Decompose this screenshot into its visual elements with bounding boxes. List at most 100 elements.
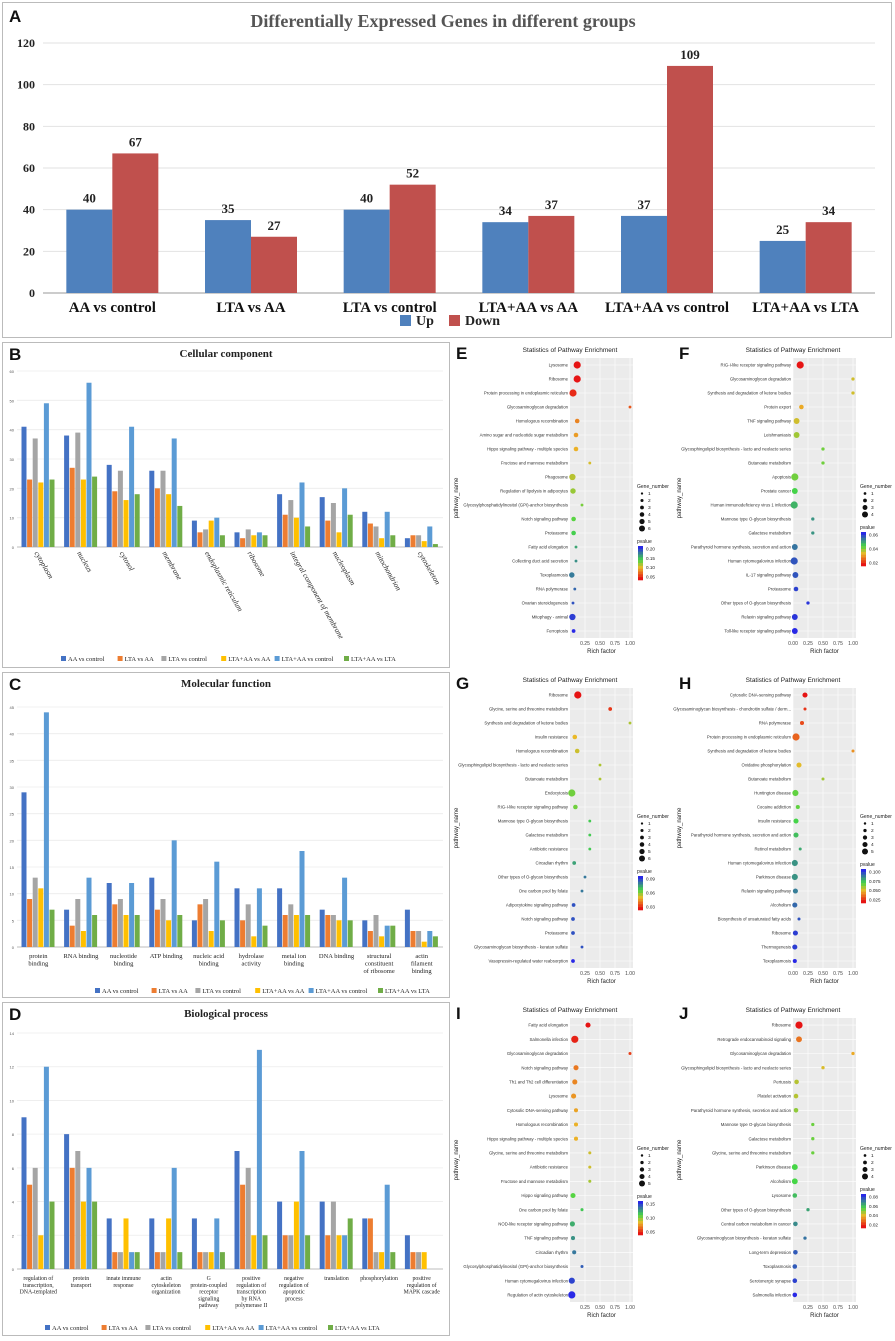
point-glycosaminoglycan-biosynthesis-chondroitin-sulfate-derm: [803, 707, 807, 711]
pathway-label: Synthesis and degradation of ketone bodi…: [707, 391, 791, 396]
pathway-label: IL-17 signaling pathway: [746, 573, 792, 578]
point-synthesis-and-degradation-of-ketone-bodies: [851, 749, 855, 753]
legend-pvalue-label: 0.05: [646, 575, 655, 580]
x-tick-line: binding: [284, 961, 305, 968]
colorbar-segment: [638, 907, 643, 911]
legend-gene-dot: [862, 835, 868, 840]
legend-swatch: [151, 988, 157, 993]
bar-lta-aa-vs-aa-membrane: [166, 494, 172, 547]
pathway-label: Mannose type O-glycan biosynthesis: [498, 819, 568, 824]
colorbar-segment: [861, 886, 866, 890]
pathway-label: Ribosome: [772, 1023, 792, 1028]
pathway-label: Retinol metabolism: [754, 847, 791, 852]
y-tick-label: 120: [17, 36, 35, 50]
bar-aa-vs-control-positive-regulation-of-mapk-cascade: [404, 1235, 410, 1269]
x-tick-line: regulation of: [23, 1275, 53, 1282]
legend-gene-label: 5: [648, 849, 651, 855]
x-tick-label: 0.25: [803, 641, 813, 647]
bar-lta-vs-aa-protein-binding: [27, 899, 33, 947]
bar-lta-vs-aa-actin-filament-binding: [410, 931, 416, 947]
x-axis-label: Rich factor: [810, 1313, 839, 1319]
x-tick-label: metal ion binding: [282, 953, 307, 968]
point-parkinson-disease: [791, 1164, 798, 1171]
point-serotonergic-synapse: [792, 1278, 798, 1283]
y-tick-label: 40: [23, 203, 35, 217]
legend-gene-label: 2: [648, 828, 651, 834]
colorbar-segment: [861, 1205, 866, 1209]
legend-pvalue-label: 0.025: [869, 898, 881, 903]
colorbar-segment: [861, 1211, 866, 1215]
pathway-label: Mannose type O-glycan biosynthesis: [721, 517, 791, 522]
colorbar-segment: [861, 1202, 866, 1206]
point-human-cytomegalovirus-infection: [790, 557, 798, 565]
legend-pvalue-label: 0.09: [646, 877, 655, 882]
bar-lta-aa-vs-lta-atp-binding: [177, 915, 183, 947]
x-tick-line: nucleotide: [110, 953, 137, 960]
bar-lta-aa-vs-aa-g-protein-coupled-receptor-signaling-pathway: [208, 1252, 214, 1269]
panel-letter-h: H: [679, 674, 692, 693]
pathway-label: Galactose metabolism: [525, 833, 568, 838]
bar-lta-aa-vs-aa-protein-transport: [80, 1201, 86, 1269]
legend-title-gene-number: Gene_number: [860, 814, 892, 820]
point-ovarian-steroidogenesis: [571, 601, 575, 605]
legend-pvalue-label: 0.02: [869, 1223, 878, 1228]
point-collecting-duct-acid-secretion: [574, 559, 578, 563]
legend-title-gene-number: Gene_number: [860, 1146, 892, 1152]
point-notch-signaling-pathway: [573, 1065, 579, 1071]
pathway-label: Pertussis: [773, 1080, 791, 1085]
x-tick-line: metal ion: [282, 953, 307, 960]
legend-gene-label: 2: [871, 828, 874, 834]
legend-gene-label: 2: [648, 1160, 651, 1166]
point-salmonella-infection: [792, 1292, 798, 1298]
panel-letter-b: B: [9, 345, 22, 364]
biological-process-chart-svg: Biological process 0 2 4 6 8 10 12 14 regulation …: [10, 1008, 443, 1332]
bar-aa-vs-control-dna-binding: [319, 909, 325, 947]
bar-lta-aa-vs-control-nucleic-acid-binding: [214, 861, 220, 947]
bar-lta-aa-vs-lta-translation: [347, 1218, 353, 1269]
point-glycosaminoglycan-biosynthesis-keratan-sulfate: [580, 945, 584, 949]
bar-lta-vs-control-structural-constituent-of-ribosome: [373, 915, 379, 947]
x-axis-label: Rich factor: [587, 1313, 616, 1319]
legend-pvalue-label: 0.03: [646, 905, 655, 910]
bar-lta-vs-aa-nucleoplasm: [325, 520, 331, 547]
legend-gene-dot: [640, 1160, 644, 1165]
x-tick-label: cytoplasm: [33, 550, 56, 581]
pathway-label: Proteasome: [768, 587, 792, 592]
pathway-label: Homologous recombination: [516, 419, 569, 424]
point-biosynthesis-of-unsaturated-fatty-acids: [797, 917, 801, 921]
bar-lta-aa-vs-control-phosphorylation: [384, 1184, 390, 1269]
pathway-label: Other types of O-glycan biosynthesis: [498, 875, 568, 880]
x-tick-line: DNA-templated: [20, 1290, 57, 1296]
bar-aa-vs-control-metal-ion-binding: [277, 888, 283, 947]
bar-lta-aa-vs-lta-phosphorylation: [390, 1252, 396, 1269]
pathway-label: Regulation of actin cytoskeleton: [507, 1293, 568, 1298]
y-axis-label: pathway_name: [677, 807, 683, 848]
bar-lta-aa-vs-lta-regulation-of-transcription-dna-templated: [49, 1201, 55, 1269]
pathway-label: Parathyroid hormone synthesis, secretion…: [691, 833, 792, 838]
point-relaxin-signaling-pathway: [792, 888, 798, 894]
x-tick-label: 0.00: [788, 971, 798, 977]
legend-title-pvalue: pvalue: [637, 539, 652, 545]
panel-h-pathway-enrichment: H Statistics of Pathway Enrichment 0.00 0.…: [673, 672, 895, 1002]
colorbar-segment: [861, 894, 866, 898]
point-ribosome: [792, 930, 798, 936]
bar-lta-aa-vs-aa-cytosol: [123, 500, 129, 547]
bar-lta-aa-vs-lta-hydrolase-activity: [262, 925, 268, 947]
point-amino-sugar-and-nucleotide-sugar-metabolism: [573, 432, 579, 438]
bar-lta-aa-vs-lta-rna-binding: [92, 915, 98, 947]
x-tick-label: 1.00: [848, 641, 858, 647]
point-glycine-serine-and-threonine-metabolism: [608, 707, 613, 711]
x-tick-label: 0.25: [580, 1305, 590, 1311]
x-tick-line: phosphorylation: [360, 1276, 398, 1282]
data-label: 37: [545, 197, 559, 212]
legend-pvalue-label: 0.05: [646, 1230, 655, 1235]
x-tick-label: positive regulation of MAPK cascade: [404, 1276, 441, 1296]
point-platelet-activation: [793, 1093, 799, 1099]
bar-lta-aa-vs-control-mitochondrion: [384, 511, 390, 547]
y-axis-label: pathway_name: [677, 477, 683, 518]
pathway-label: Relaxin signaling pathway: [741, 615, 792, 620]
x-tick-line: hydrolase: [239, 953, 264, 960]
legend-gene-label: 2: [871, 1160, 874, 1166]
bar-lta-aa-vs-aa-negative-regulation-of-apoptotic-process: [293, 1201, 299, 1269]
pathway-label: Toxoplasmosis: [763, 1264, 791, 1269]
